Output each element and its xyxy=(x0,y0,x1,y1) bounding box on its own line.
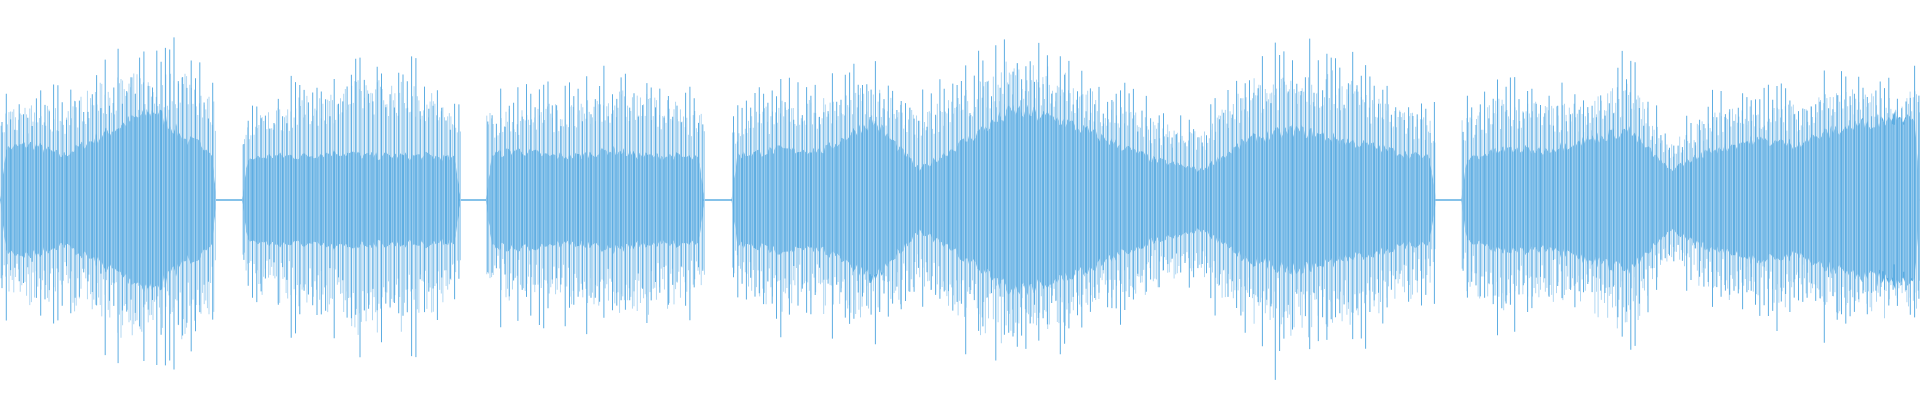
waveform-marks xyxy=(0,37,1920,380)
waveform-core-segment-4 xyxy=(731,104,1436,296)
